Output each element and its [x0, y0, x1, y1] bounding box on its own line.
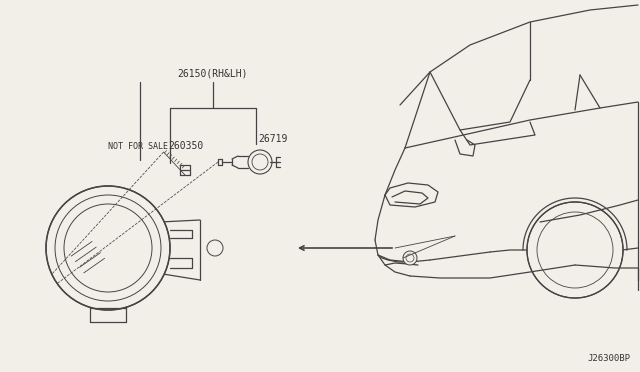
Text: NOT FOR SALE: NOT FOR SALE: [108, 142, 168, 151]
Circle shape: [46, 186, 170, 310]
Text: 260350: 260350: [168, 141, 204, 151]
Circle shape: [248, 150, 272, 174]
Circle shape: [527, 202, 623, 298]
Text: 26719: 26719: [258, 134, 287, 144]
Circle shape: [403, 251, 417, 265]
Text: 26150(RH&LH): 26150(RH&LH): [178, 68, 248, 78]
Circle shape: [207, 240, 223, 256]
Text: J26300BP: J26300BP: [587, 354, 630, 363]
